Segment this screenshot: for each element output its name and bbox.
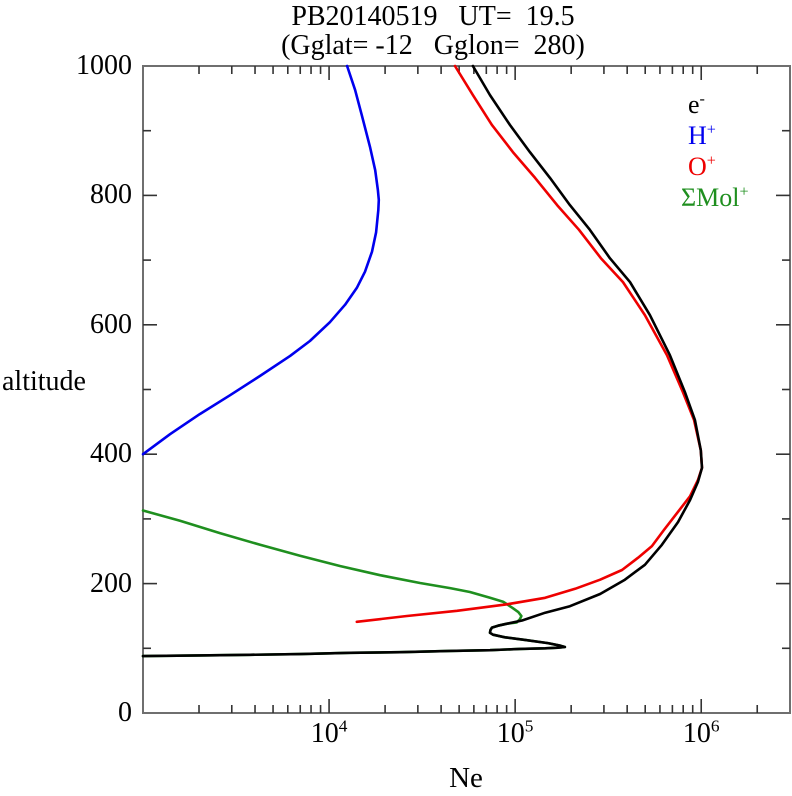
figure-subtitle: (Gglat= -12 Gglon= 280) [281, 30, 585, 61]
y-tick-label-1000: 1000 [76, 50, 132, 81]
x-axis-label: Ne [449, 762, 483, 794]
legend-item-Mol-plus: ΣMol+ [681, 183, 749, 212]
x-tick-label-1e6: 106 [682, 716, 720, 749]
y-tick-label-200: 200 [90, 567, 132, 599]
legend-item-H-plus: H+ [688, 121, 716, 150]
y-tick-label-400: 400 [90, 438, 132, 470]
legend-item-O-plus: O+ [688, 152, 716, 181]
curve-Mol-plus [141, 509, 567, 658]
x-tick-label-1e5: 105 [496, 716, 534, 749]
y-axis-label: altitude [2, 366, 86, 397]
curve-e- [141, 64, 704, 658]
legend-item-e-: e- [688, 90, 705, 119]
x-tick-label-1e4: 104 [310, 716, 348, 749]
y-tick-label-600: 600 [90, 308, 132, 340]
figure-title: PB20140519 UT= 19.5 [291, 1, 575, 32]
y-tick-label-0: 0 [118, 697, 132, 728]
curve-H-plus [141, 64, 381, 456]
y-tick-label-800: 800 [90, 179, 132, 211]
